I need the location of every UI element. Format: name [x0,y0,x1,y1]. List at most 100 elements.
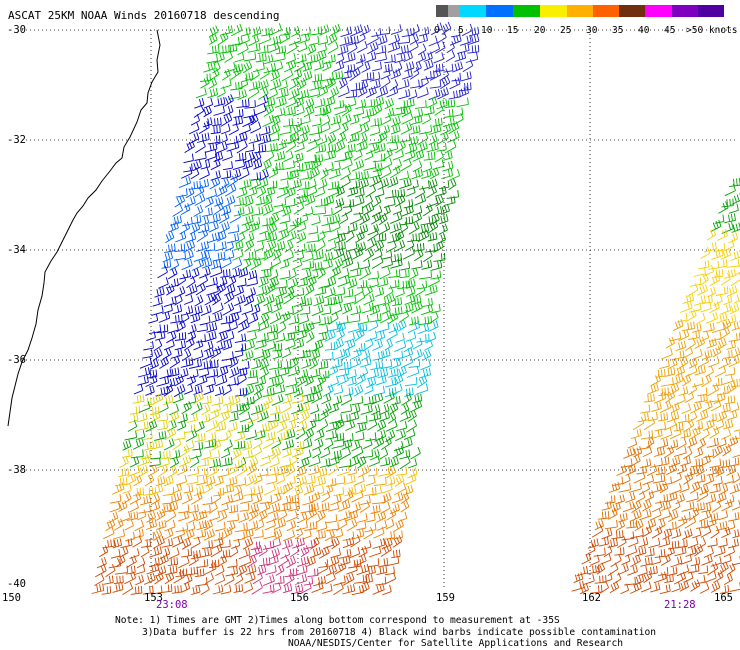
wind-barb [168,221,179,233]
wind-barb [675,340,687,352]
wind-barb [590,554,600,566]
wind-barb [286,41,298,55]
wind-barb [330,449,342,461]
wind-barb [399,177,412,190]
wind-barb [655,466,666,476]
wind-barb [148,324,162,335]
wind-barb [395,286,405,298]
wind-barb [309,80,322,91]
wind-barb [395,230,405,242]
wind-barb [710,581,721,593]
wind-barb [102,539,115,549]
wind-barb [423,249,433,263]
wind-barb [670,427,682,440]
wind-barb [404,142,418,155]
wind-barb [651,555,662,566]
wind-barb [446,189,459,199]
wind-barb [712,476,723,486]
wind-barb [297,221,307,233]
wind-barb [324,342,336,351]
wind-barb [295,520,308,531]
wind-barb [159,356,169,369]
wind-barb [371,392,384,405]
wind-barb [345,230,355,243]
wind-barb [248,312,259,325]
legend-label: 40 [638,25,650,36]
wind-barb [423,151,436,161]
wind-barb [218,502,229,513]
wind-barb [428,134,438,146]
wind-barb [137,509,147,521]
wind-barb [286,230,297,242]
wind-barb [261,159,272,172]
wind-barb [638,482,651,495]
wind-barb [226,233,240,244]
wind-barb [703,418,715,432]
wind-barb [125,473,137,486]
wind-barb [289,217,302,227]
wind-barb [149,358,159,370]
wind-barb [300,581,312,594]
wind-barb [243,339,255,352]
wind-barb [684,515,697,529]
wind-barb [185,284,198,297]
wind-barb [134,519,145,532]
wind-barb [346,518,358,532]
wind-barb [335,131,347,144]
wind-barb [155,330,166,341]
wind-barb [145,419,158,433]
wind-barb [301,170,312,180]
wind-barb [682,528,693,540]
wind-barb [257,564,267,576]
wind-barb [252,61,265,73]
wind-barb [164,427,177,441]
wind-barb [642,473,655,486]
wind-barb [238,312,249,326]
wind-barb [251,390,263,404]
wind-barb [374,240,385,253]
wind-barb [188,553,199,567]
wind-barb [439,123,451,136]
wind-barb [221,170,232,180]
wind-barb [208,501,218,514]
wind-barb [294,485,304,497]
wind-barb [263,294,275,307]
wind-barb [349,67,361,82]
wind-barb [386,85,399,98]
wind-barb [328,402,339,414]
wind-barb [678,329,690,342]
wind-barb [173,384,186,398]
wind-barb [216,86,226,98]
wind-barb [338,85,350,98]
wind-barb [174,294,183,306]
wind-barb [165,231,175,244]
wind-barb [207,45,220,55]
wind-barb [424,339,434,351]
wind-barb [441,168,453,179]
wind-barb [275,139,287,152]
wind-barb [269,456,280,468]
wind-barb [649,483,662,494]
wind-barb [361,61,371,73]
wind-barb [204,519,213,531]
wind-barb [691,377,704,388]
wind-barb [384,339,393,351]
wind-barb [285,464,296,477]
wind-barb [462,59,474,73]
wind-barb [189,222,201,235]
legend-swatch [593,5,619,17]
wind-barb [353,474,365,487]
wind-barb [254,519,265,531]
wind-barb [223,429,232,441]
wind-barb [345,509,359,522]
wind-barb [343,199,355,208]
wind-barb [382,492,392,504]
wind-barb [374,477,387,486]
wind-barb [692,323,702,333]
wind-barb [194,97,205,109]
wind-barb [289,123,302,137]
wind-barb [348,455,360,468]
wind-barb [299,114,311,125]
wind-barb [240,257,252,272]
wind-barb [624,545,638,557]
